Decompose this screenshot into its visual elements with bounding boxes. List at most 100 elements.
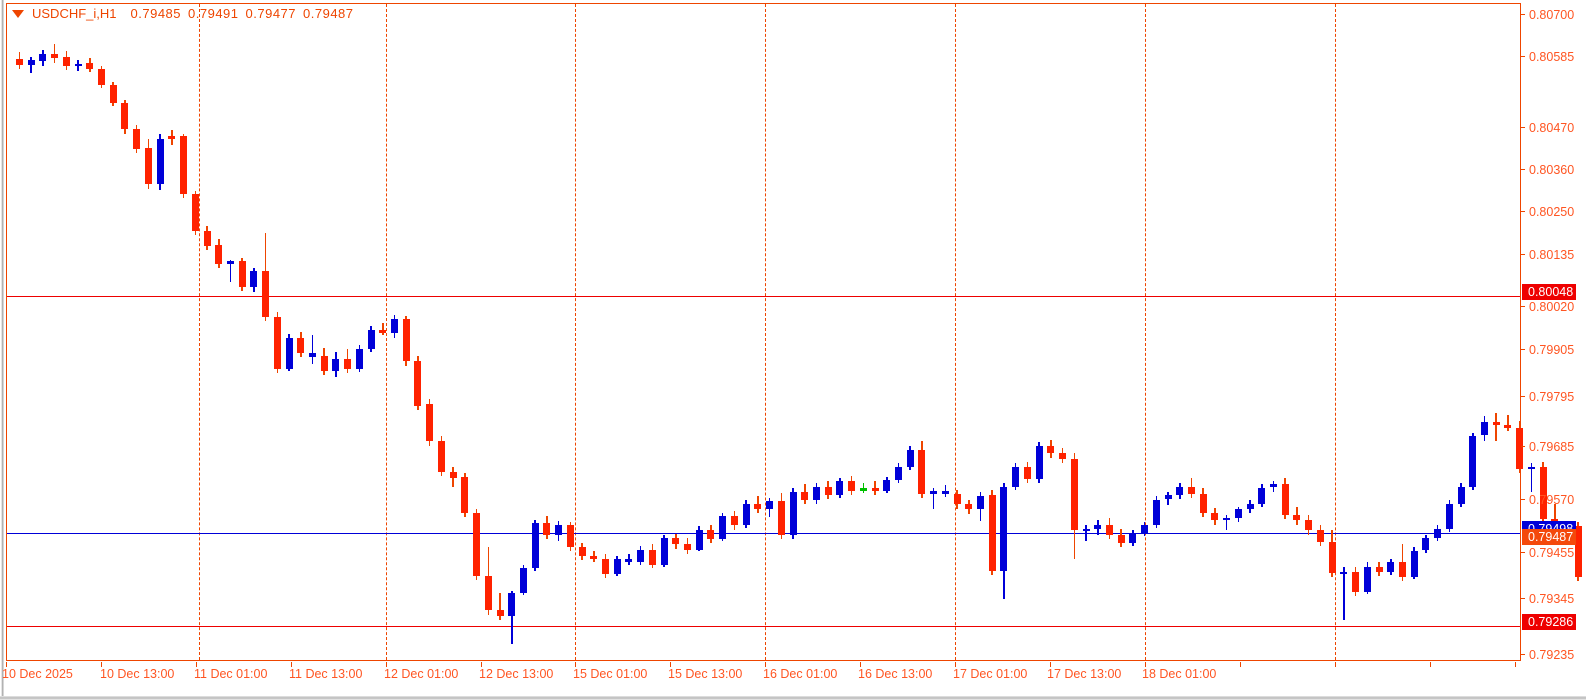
candle-wick	[1495, 412, 1497, 442]
candle-body	[62, 56, 70, 67]
candle-wick	[932, 487, 935, 509]
ohlc-values: 0.79485 0.79491 0.79477 0.79487	[131, 6, 361, 21]
candle-body	[707, 529, 715, 539]
candle-body	[1176, 486, 1184, 496]
candle-body	[1246, 503, 1254, 510]
candle-body	[1363, 566, 1371, 592]
time-tick-mark	[670, 662, 671, 667]
candle-body	[848, 481, 856, 491]
candle-body	[672, 538, 680, 545]
resistance-line[interactable]	[7, 296, 1520, 297]
price-axis[interactable]: 0.80700 0.80585 0.80470 0.80360 0.80250 0.801…	[1521, 0, 1586, 662]
candle-body	[766, 501, 774, 509]
candle-body	[1000, 486, 1008, 571]
candle-body	[379, 329, 387, 333]
candle-body	[988, 495, 996, 571]
candle-body	[613, 559, 621, 574]
candle-body	[918, 449, 926, 494]
time-tick-mark	[481, 662, 482, 667]
candle-body	[1211, 512, 1219, 521]
candle-body	[332, 359, 340, 371]
vertical-gridline	[575, 4, 576, 660]
time-tick-mark	[1240, 662, 1241, 667]
candle-body	[625, 559, 633, 563]
candle-body	[836, 481, 844, 496]
price-badge[interactable]: 0.79487	[1522, 529, 1577, 545]
candle-body	[133, 129, 141, 150]
current-price-line[interactable]	[7, 533, 1520, 534]
candle-body	[977, 496, 985, 510]
tick-mark	[1521, 127, 1525, 128]
candle-wick	[1554, 503, 1556, 534]
candle-body	[168, 136, 176, 140]
time-axis[interactable]: 10 Dec 2025 10 Dec 13:00 11 Dec 01:00 11 De…	[0, 662, 1586, 692]
candle-body	[1047, 445, 1055, 454]
candle-body	[496, 610, 504, 616]
candle-body	[39, 54, 47, 61]
candle-body	[98, 69, 106, 85]
candle-body	[824, 486, 832, 496]
candle-wick	[1343, 567, 1345, 621]
time-tick-mark	[1515, 662, 1516, 667]
vertical-gridline	[1145, 4, 1146, 660]
candle-body	[602, 559, 609, 574]
candle-body	[906, 449, 914, 467]
price-tick-label: 0.80250	[1521, 205, 1574, 219]
price-tick-label: 0.79235	[1521, 648, 1574, 662]
candle-body	[1012, 466, 1020, 487]
close-value: 0.79487	[303, 6, 354, 21]
price-badge[interactable]: 0.79286	[1522, 614, 1577, 630]
triangle-down-icon[interactable]	[12, 9, 24, 18]
candle-body	[730, 516, 738, 526]
candle-body	[1199, 493, 1207, 513]
price-tick-label: 0.79905	[1521, 343, 1574, 357]
candle-body	[473, 512, 481, 576]
candle-body	[1352, 571, 1360, 592]
time-tick-mark	[196, 662, 197, 667]
candle-body	[508, 592, 516, 616]
candle-body	[309, 353, 316, 358]
price-tick-label: 0.79455	[1521, 546, 1574, 560]
time-axis-label: 15 Dec 13:00	[668, 667, 743, 681]
time-axis-label: 12 Dec 13:00	[479, 667, 554, 681]
candlestick-series[interactable]	[7, 4, 1582, 660]
time-axis-label: 16 Dec 13:00	[858, 667, 933, 681]
tick-mark	[1521, 211, 1525, 212]
price-tick-label: 0.80360	[1521, 163, 1574, 177]
candle-body	[1539, 466, 1547, 520]
candle-body	[180, 136, 188, 195]
candle-body	[742, 503, 750, 526]
candle-body	[1387, 562, 1395, 572]
candle-body	[754, 503, 762, 509]
left-scroll-rail[interactable]	[0, 0, 4, 700]
candle-body	[1129, 533, 1137, 544]
time-axis-label: 11 Dec 13:00	[289, 667, 363, 681]
price-tick-label: 0.79345	[1521, 592, 1574, 606]
plot-frame[interactable]	[6, 3, 1582, 661]
candle-body	[27, 59, 35, 65]
time-axis-label: 16 Dec 01:00	[763, 667, 838, 681]
candle-wick	[1530, 463, 1533, 492]
tick-mark	[1521, 254, 1525, 255]
candle-body	[590, 555, 598, 560]
candle-body	[1234, 509, 1242, 518]
candle-body	[51, 54, 59, 58]
tick-mark	[1521, 446, 1525, 447]
price-badge[interactable]: 0.80048	[1522, 284, 1577, 300]
time-axis-label: 18 Dec 01:00	[1142, 667, 1217, 681]
candle-body	[1445, 503, 1453, 529]
bottom-scroll-rail[interactable]	[0, 696, 1586, 700]
candle-body	[285, 338, 293, 369]
candle-body	[1410, 550, 1418, 577]
candle-wick	[311, 335, 314, 364]
time-axis-label: 11 Dec 01:00	[194, 667, 268, 681]
high-value: 0.79491	[188, 6, 239, 21]
quote-header: USDCHF_i,H1 0.79485 0.79491 0.79477 0.79487	[12, 6, 361, 21]
candle-body	[484, 575, 492, 611]
candle-body	[461, 477, 469, 513]
candle-body	[74, 63, 82, 67]
support-line[interactable]	[7, 626, 1520, 627]
price-tick-label: 0.79570	[1521, 493, 1574, 507]
candle-wick	[1085, 525, 1087, 542]
price-tick-label: 0.79685	[1521, 440, 1574, 454]
